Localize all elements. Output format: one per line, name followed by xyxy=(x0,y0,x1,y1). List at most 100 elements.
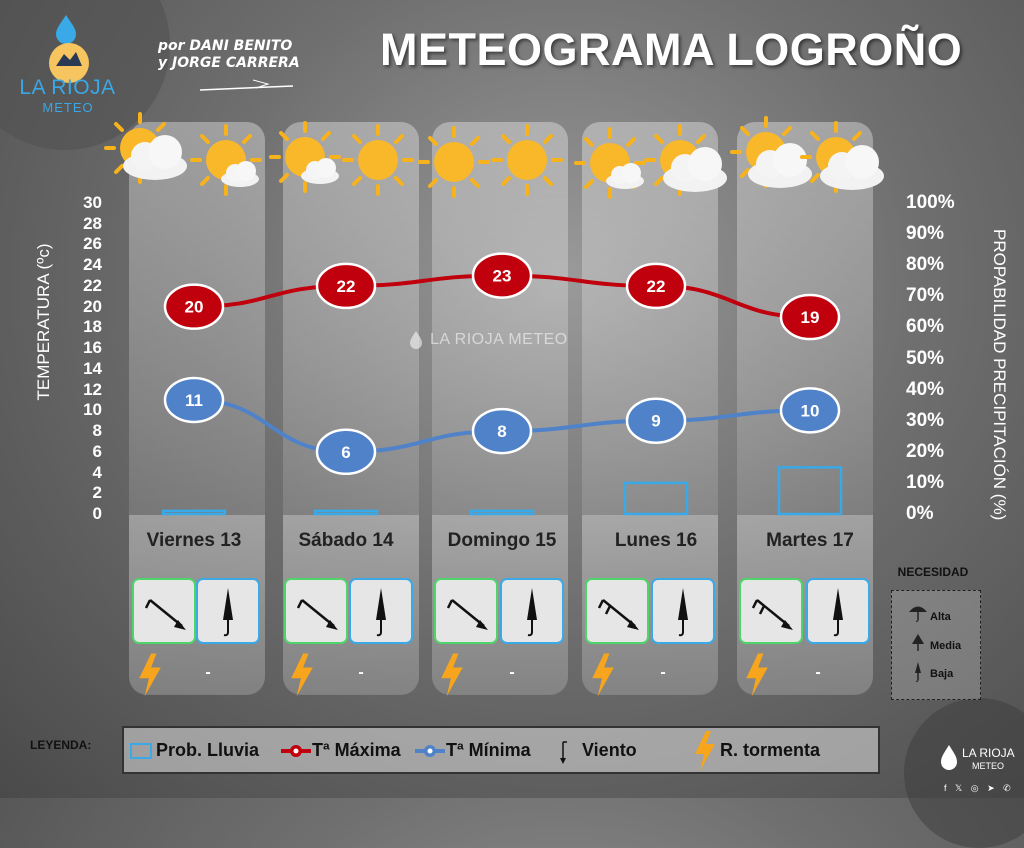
lightning-icon xyxy=(438,651,466,699)
wind-box xyxy=(739,578,803,644)
y-tick-label: 18 xyxy=(83,317,102,337)
wind-box xyxy=(132,578,196,644)
y-tick-label: 16 xyxy=(83,338,102,358)
umbrella-box xyxy=(651,578,715,644)
brand-logo: LA RIOJA METEO xyxy=(10,8,125,118)
tmax-data-label: 20 xyxy=(185,298,204,317)
storm-risk-value: - xyxy=(358,664,364,681)
tmax-point xyxy=(315,262,377,310)
y2-tick-label: 70% xyxy=(906,285,945,307)
watermark-text: LA RIOJA METEO xyxy=(430,331,568,349)
y-tick-label: 22 xyxy=(83,275,102,295)
tmax-data-label: 19 xyxy=(801,308,820,327)
tmax-point xyxy=(625,262,687,310)
authors-line-2: y JORGE CARRERA xyxy=(158,55,300,71)
legend-storm: R. tormenta xyxy=(720,740,821,760)
necesidad-box xyxy=(891,590,981,700)
lightning-icon xyxy=(136,651,164,699)
day-label: Sábado 14 xyxy=(298,530,394,551)
rain-probability-bar xyxy=(313,509,379,516)
rain-probability-bar xyxy=(469,509,535,516)
closed-umbrella-icon xyxy=(678,588,688,637)
y-tick-label: 10 xyxy=(83,400,102,420)
wind-arrow-icon xyxy=(144,599,186,630)
necesidad-legend: NECESIDAD Alta Media Baja xyxy=(888,565,981,700)
closed-umbrella-icon xyxy=(527,588,537,637)
umbrella-box xyxy=(500,578,564,644)
y-tick-label: 4 xyxy=(92,462,102,482)
rain-probability-bar xyxy=(623,481,689,516)
tmin-data-label: 6 xyxy=(341,443,350,462)
necesidad-level-media: Media xyxy=(930,640,962,652)
y2-tick-label: 20% xyxy=(906,440,945,462)
y2-tick-label: 50% xyxy=(906,347,945,369)
water-drop-icon xyxy=(56,15,76,44)
day-label: Domingo 15 xyxy=(447,530,557,551)
lightning-icon xyxy=(695,731,715,771)
y-tick-label: 12 xyxy=(83,379,102,399)
y-tick-label: 0 xyxy=(92,504,102,523)
footer-sub: METEO xyxy=(972,761,1005,771)
closed-umbrella-icon xyxy=(376,588,386,637)
legend-rain: Prob. Lluvia xyxy=(156,740,260,760)
y-tick-label: 2 xyxy=(92,483,102,503)
tmax-point xyxy=(163,283,225,330)
day-label: Martes 17 xyxy=(766,530,854,551)
tmax-line-swatch xyxy=(281,745,311,757)
y-tick-label: 20 xyxy=(83,296,102,316)
half-umbrella-icon xyxy=(912,634,924,651)
day-label: Lunes 16 xyxy=(614,530,698,551)
y-tick-label: 24 xyxy=(83,255,102,275)
storm-risk-value: - xyxy=(509,664,515,681)
y2-tick-label: 90% xyxy=(906,223,945,245)
watermark: LA RIOJA METEO xyxy=(408,330,568,350)
rain-bar-swatch xyxy=(130,743,152,759)
necesidad-level-baja: Baja xyxy=(930,668,954,680)
umbrella-box xyxy=(196,578,260,644)
tmin-point xyxy=(471,407,533,455)
tmin-data-label: 9 xyxy=(651,412,660,431)
lightning-icon xyxy=(589,651,617,699)
lightning-icon xyxy=(288,651,316,699)
wind-arrow-icon xyxy=(597,599,639,630)
closed-umbrella-icon xyxy=(223,588,233,637)
closed-umbrella-icon xyxy=(915,662,921,682)
y2-tick-label: 40% xyxy=(906,378,945,400)
authors-credit: por DANI BENITO y JORGE CARRERA xyxy=(158,38,300,91)
tmax-data-label: 22 xyxy=(647,277,666,296)
umbrella-box xyxy=(349,578,413,644)
tmin-point xyxy=(163,376,225,424)
page-title: METEOGRAMA LOGROÑO xyxy=(380,24,963,75)
tmin-point xyxy=(779,387,841,434)
legend-tmax: Tª Máxima xyxy=(312,740,401,760)
logo-brand-text: LA RIOJA xyxy=(19,76,116,99)
y2-tick-label: 10% xyxy=(906,471,945,493)
umbrella-box xyxy=(806,578,870,644)
lightning-icon xyxy=(743,651,771,699)
y-tick-label: 26 xyxy=(83,234,102,254)
day-label: Viernes 13 xyxy=(146,530,242,551)
closed-umbrella-icon xyxy=(833,588,843,637)
wind-box xyxy=(434,578,498,644)
wind-box xyxy=(284,578,348,644)
footer-logo: LA RIOJA METEO f 𝕏 ◎ ➤ ✆ xyxy=(930,738,1020,793)
social-icons: f 𝕏 ◎ ➤ ✆ xyxy=(944,783,1014,793)
storm-risk-value: - xyxy=(815,664,821,681)
y-tick-label: 30 xyxy=(83,193,102,212)
footer-brand: LA RIOJA xyxy=(962,746,1015,760)
open-umbrella-icon xyxy=(909,606,927,622)
wind-arrow-icon xyxy=(446,599,488,630)
y-tick-label: 14 xyxy=(83,358,102,378)
tmin-point xyxy=(625,397,687,444)
tmin-data-label: 11 xyxy=(185,391,203,410)
water-drop-icon xyxy=(941,745,957,770)
y2-tick-label: 80% xyxy=(906,254,945,276)
tmin-line-swatch xyxy=(415,745,445,757)
y-tick-label: 8 xyxy=(92,421,102,441)
tmin-data-label: 10 xyxy=(801,401,820,420)
legend-tmin: Tª Mínima xyxy=(446,740,531,760)
y2-tick-label: 0% xyxy=(906,503,934,524)
temperature-chart: 20 22 23 22 19 11 6 8 9 10 xyxy=(161,252,843,516)
necesidad-level-alta: Alta xyxy=(930,611,951,623)
storm-risk-value: - xyxy=(660,664,666,681)
